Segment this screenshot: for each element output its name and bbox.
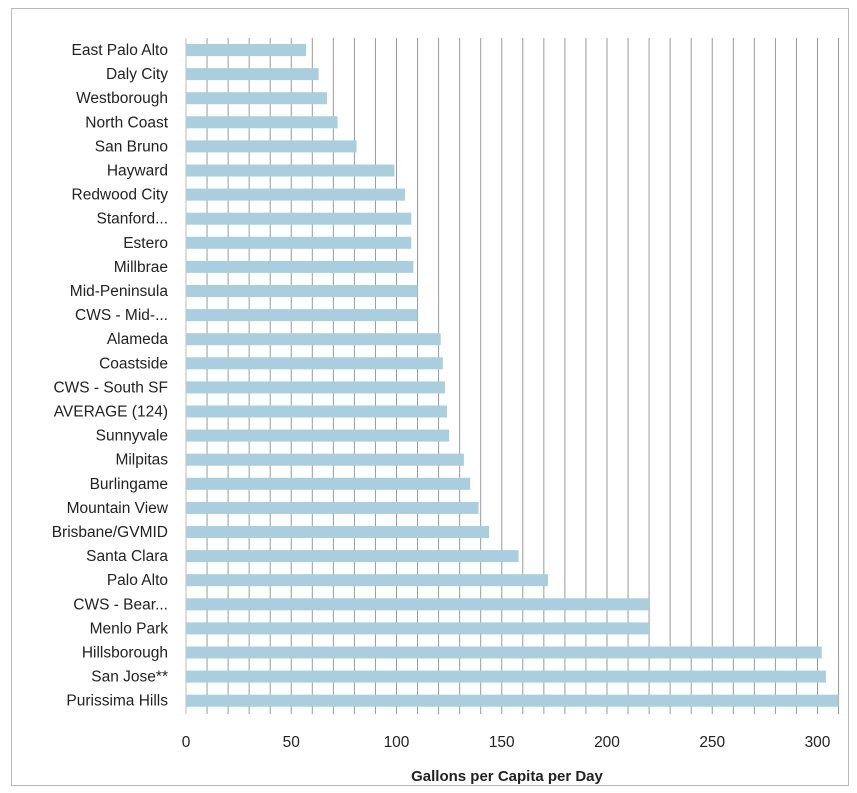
bar	[186, 309, 418, 322]
x-tick-label: 50	[283, 734, 301, 751]
x-tick-label: 300	[805, 734, 831, 751]
x-tick-label: 100	[384, 734, 410, 751]
category-label: Redwood City	[72, 187, 169, 204]
category-label: AVERAGE (124)	[54, 404, 168, 421]
bars	[186, 44, 839, 707]
category-label: San Bruno	[95, 138, 168, 155]
bar	[186, 526, 490, 538]
gridlines	[185, 38, 840, 714]
category-label: Milpitas	[115, 452, 168, 469]
category-label: North Coast	[85, 114, 168, 131]
x-tick-label: 250	[699, 734, 725, 751]
category-label: Purissima Hills	[66, 693, 168, 710]
bar	[186, 501, 479, 514]
category-label: Menlo Park	[90, 620, 169, 637]
category-label: Sunnyvale	[96, 428, 168, 445]
x-axis-label: Gallons per Capita per Day	[411, 768, 603, 785]
bar	[186, 550, 519, 563]
category-label: East Palo Alto	[71, 42, 168, 59]
category-label: Daly City	[106, 66, 168, 83]
category-label: Stanford...	[96, 211, 168, 228]
bar	[186, 574, 549, 587]
bar	[186, 285, 418, 297]
bar	[186, 646, 822, 659]
category-label: Burlingame	[90, 476, 168, 493]
bar	[186, 140, 357, 153]
bar	[186, 116, 338, 129]
category-label: San Jose**	[91, 669, 168, 686]
category-label: Mountain View	[67, 500, 169, 517]
bar	[186, 333, 441, 346]
category-label: Coastside	[99, 355, 168, 372]
category-label: Brisbane/GVMID	[52, 524, 168, 541]
bar	[186, 164, 395, 177]
bar	[186, 260, 414, 273]
category-label: Palo Alto	[107, 572, 168, 589]
category-label: Hillsborough	[82, 645, 168, 662]
category-label: CWS - South SF	[53, 379, 168, 396]
bar	[186, 694, 839, 707]
bar	[186, 212, 412, 225]
bar	[186, 357, 443, 370]
bar	[186, 477, 471, 490]
bar	[186, 381, 445, 394]
x-tick-labels: 0 50 100 150 200 250 300	[182, 734, 831, 751]
category-label: Santa Clara	[86, 548, 168, 565]
category-label: Millbrae	[114, 259, 168, 276]
category-label: Westborough	[76, 90, 168, 107]
category-label: Estero	[123, 235, 168, 252]
x-tick-label: 0	[182, 734, 191, 751]
bar	[186, 598, 650, 611]
bar	[186, 44, 306, 56]
bar	[186, 622, 650, 635]
category-label: Alameda	[107, 331, 169, 348]
bar	[186, 429, 450, 442]
bar	[186, 453, 464, 466]
category-label: Mid-Peninsula	[70, 283, 169, 300]
category-label: CWS - Bear...	[73, 596, 168, 613]
bar	[186, 68, 319, 81]
x-tick-label: 200	[594, 734, 620, 751]
category-label: CWS - Mid-...	[75, 307, 168, 324]
bar	[186, 405, 448, 418]
bar	[186, 92, 328, 105]
category-labels: East Palo Alto Daly City Westborough North …	[52, 42, 169, 710]
bar	[186, 188, 405, 201]
bar	[186, 236, 412, 249]
category-label: Hayward	[107, 163, 168, 180]
bar	[186, 670, 826, 683]
x-tick-label: 150	[489, 734, 515, 751]
